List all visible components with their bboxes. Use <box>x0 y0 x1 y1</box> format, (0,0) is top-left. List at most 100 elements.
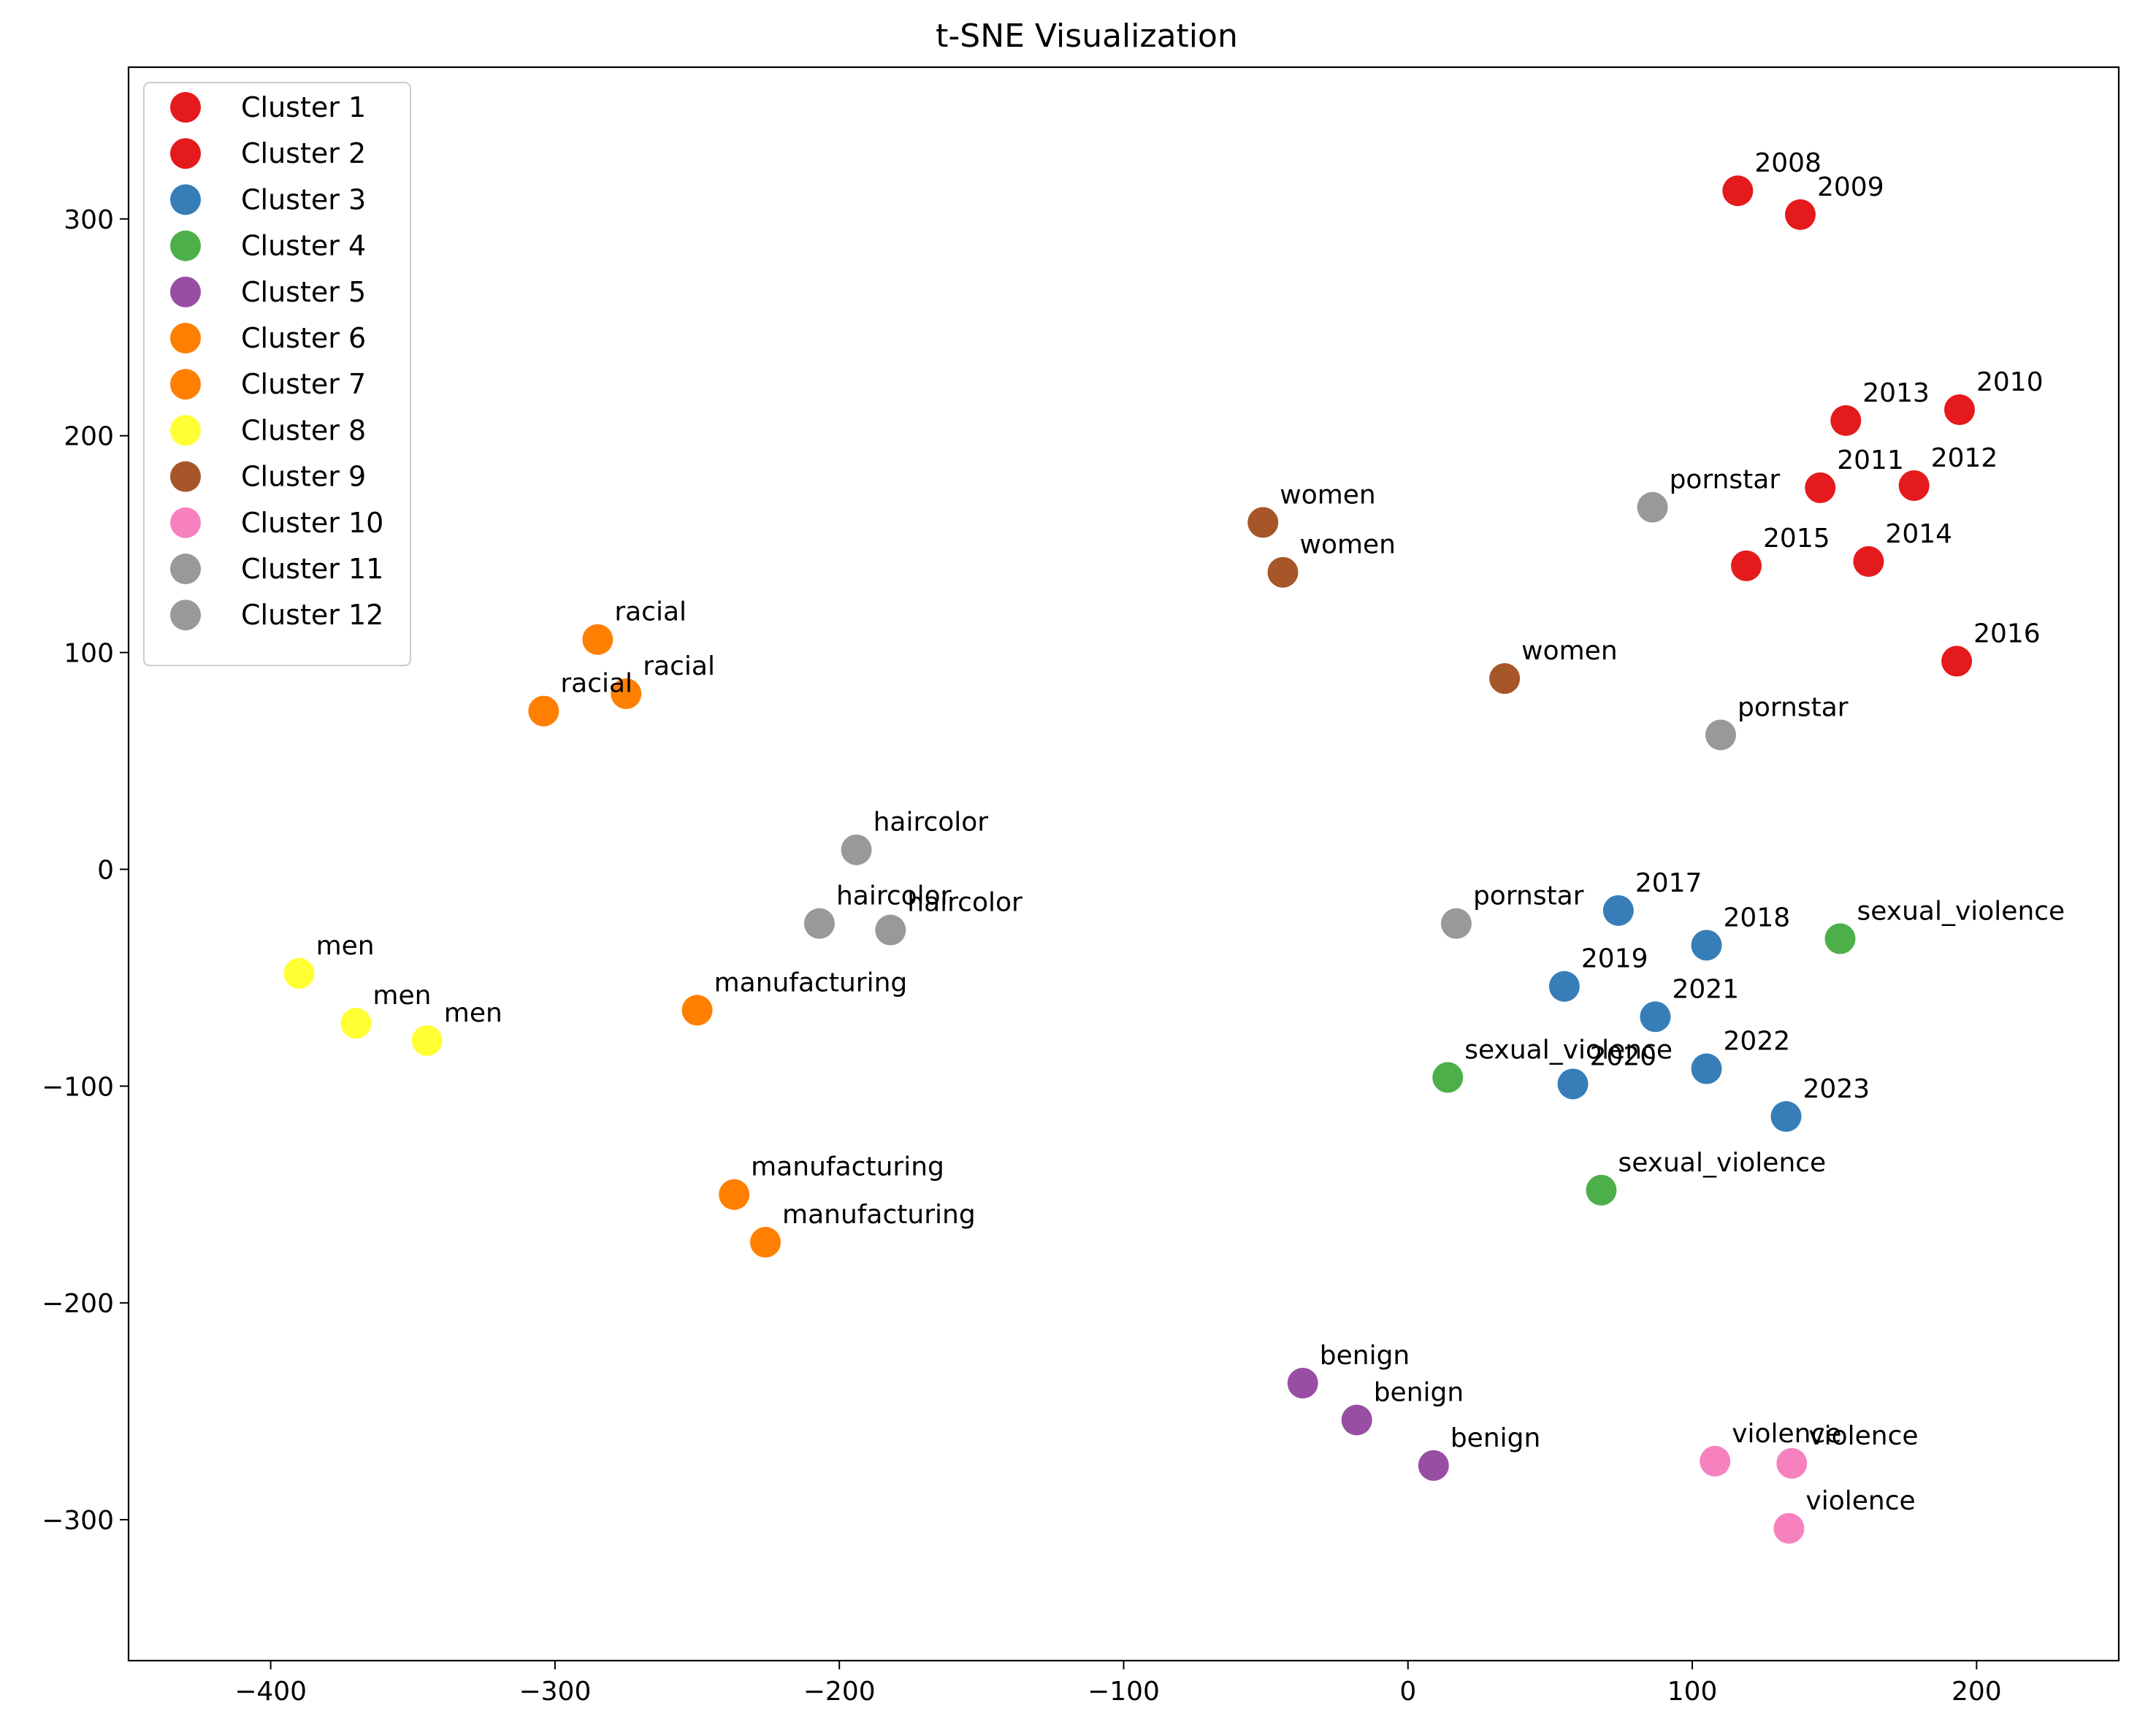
legend-marker-cluster-6 <box>170 323 201 353</box>
legend-marker-cluster-12 <box>170 600 201 631</box>
point-series-3-6 <box>1691 1053 1722 1084</box>
point-series-3-1 <box>1602 895 1634 926</box>
point-label-series-4-3: sexual_violence <box>1618 1148 1827 1178</box>
point-label-series-4-2: sexual_violence <box>1464 1035 1673 1065</box>
legend-marker-cluster-3 <box>170 184 201 215</box>
x-axis: −400 −300 −200 −100 0 100 200 <box>234 1661 2002 1707</box>
y-tick-label: 0 <box>97 855 114 885</box>
legend-label-cluster-9: Cluster 9 <box>241 461 366 493</box>
point-series-7-3 <box>750 1227 781 1258</box>
point-series-1-3 <box>1944 394 1975 426</box>
point-series-3-5 <box>1640 1001 1671 1033</box>
point-label-series-12-3: haircolor <box>907 888 1022 918</box>
x-tick-label: −300 <box>519 1677 591 1707</box>
point-label-series-3-3: 2019 <box>1581 944 1648 974</box>
point-label-series-2-4: 2015 <box>1763 524 1830 554</box>
point-label-series-9-3: women <box>1521 636 1618 666</box>
point-series-2-5 <box>1941 646 1973 677</box>
point-series-9-3 <box>1489 663 1521 694</box>
point-label-series-7-2: manufacturing <box>751 1152 944 1182</box>
legend: Cluster 1 Cluster 2 Cluster 3 Cluster 4 Clus… <box>143 82 411 667</box>
point-series-11-3 <box>1440 908 1472 939</box>
point-label-series-6-1: racial <box>614 597 687 627</box>
point-series-4-2 <box>1432 1062 1464 1093</box>
legend-marker-cluster-4 <box>170 230 201 261</box>
legend-label-cluster-8: Cluster 8 <box>241 414 366 446</box>
point-series-2-2 <box>1830 405 1862 436</box>
point-series-1-1 <box>1722 175 1754 207</box>
point-series-7-2 <box>719 1179 750 1210</box>
point-label-series-7-1: manufacturing <box>714 968 908 998</box>
y-tick-label: 300 <box>64 205 114 235</box>
legend-label-cluster-11: Cluster 11 <box>241 553 383 585</box>
x-tick-label: 0 <box>1399 1677 1416 1707</box>
legend-label-cluster-1: Cluster 1 <box>241 91 366 123</box>
legend-box <box>143 82 411 667</box>
point-label-series-2-5: 2016 <box>1973 619 2041 648</box>
point-series-6-1 <box>582 624 613 655</box>
point-label-series-10-1: violence <box>1732 1419 1841 1449</box>
y-axis: −300 −200 −100 0 100 200 300 <box>42 205 129 1536</box>
point-series-10-1 <box>1700 1445 1731 1477</box>
point-label-series-8-1: men <box>316 931 375 961</box>
point-label-series-3-5: 2021 <box>1672 974 1739 1004</box>
point-label-series-9-2: women <box>1300 530 1396 560</box>
point-series-8-2 <box>340 1008 372 1039</box>
point-label-series-1-2: 2009 <box>1817 172 1884 202</box>
point-label-series-5-2: benign <box>1374 1377 1464 1407</box>
point-series-9-1 <box>1247 507 1279 538</box>
legend-marker-cluster-9 <box>170 461 201 492</box>
point-label-series-7-3: manufacturing <box>782 1200 976 1230</box>
point-series-10-3 <box>1773 1512 1805 1544</box>
point-series-5-1 <box>1287 1368 1318 1399</box>
point-label-series-5-1: benign <box>1320 1341 1410 1371</box>
point-series-5-3 <box>1418 1450 1449 1481</box>
point-series-2-4 <box>1731 550 1762 581</box>
point-label-series-2-3: 2014 <box>1885 519 1952 549</box>
legend-marker-cluster-5 <box>170 276 201 307</box>
point-series-3-3 <box>1548 971 1580 1002</box>
legend-marker-cluster-11 <box>170 554 201 584</box>
point-series-4-3 <box>1586 1174 1617 1206</box>
point-label-series-9-1: women <box>1280 480 1376 510</box>
point-label-series-3-1: 2017 <box>1635 868 1702 898</box>
point-series-6-3 <box>528 695 559 727</box>
point-series-5-2 <box>1341 1404 1372 1436</box>
point-label-series-12-1: haircolor <box>874 808 989 838</box>
point-label-series-11-1: pornstar <box>1670 465 1781 495</box>
x-tick-label: −100 <box>1087 1677 1160 1707</box>
point-label-series-2-1: 2012 <box>1931 443 1998 473</box>
point-series-4-1 <box>1824 923 1856 954</box>
x-tick-label: 200 <box>1952 1677 2002 1707</box>
x-tick-label: −200 <box>803 1677 876 1707</box>
y-tick-label: −200 <box>42 1289 114 1319</box>
point-label-series-8-2: men <box>372 981 431 1011</box>
legend-label-cluster-10: Cluster 10 <box>241 507 383 539</box>
point-label-series-3-2: 2018 <box>1724 903 1791 933</box>
x-tick-label: 100 <box>1667 1677 1718 1707</box>
point-series-2-1 <box>1898 470 1930 501</box>
y-tick-label: −100 <box>42 1072 114 1102</box>
point-label-series-3-4: 2020 <box>1590 1041 1657 1071</box>
point-label-series-5-3: benign <box>1450 1423 1540 1453</box>
legend-label-cluster-5: Cluster 5 <box>241 276 366 308</box>
legend-label-cluster-12: Cluster 12 <box>241 599 383 631</box>
point-label-series-10-2: violence <box>1808 1421 1918 1451</box>
legend-label-cluster-2: Cluster 2 <box>241 137 366 169</box>
point-series-8-1 <box>283 957 315 989</box>
point-series-11-2 <box>1705 719 1736 751</box>
point-label-series-6-3: racial <box>560 669 632 699</box>
legend-label-cluster-4: Cluster 4 <box>241 230 366 262</box>
points-layer <box>283 175 1975 1544</box>
point-series-12-1 <box>841 834 872 865</box>
legend-marker-cluster-2 <box>170 138 201 169</box>
x-tick-label: −400 <box>234 1677 307 1707</box>
point-series-7-1 <box>681 995 713 1026</box>
point-label-series-2-2: 2013 <box>1862 378 1930 408</box>
point-series-12-2 <box>803 908 835 939</box>
point-label-series-6-2: racial <box>643 651 715 681</box>
legend-marker-cluster-1 <box>170 92 201 123</box>
point-label-series-1-3: 2010 <box>1976 367 2044 397</box>
